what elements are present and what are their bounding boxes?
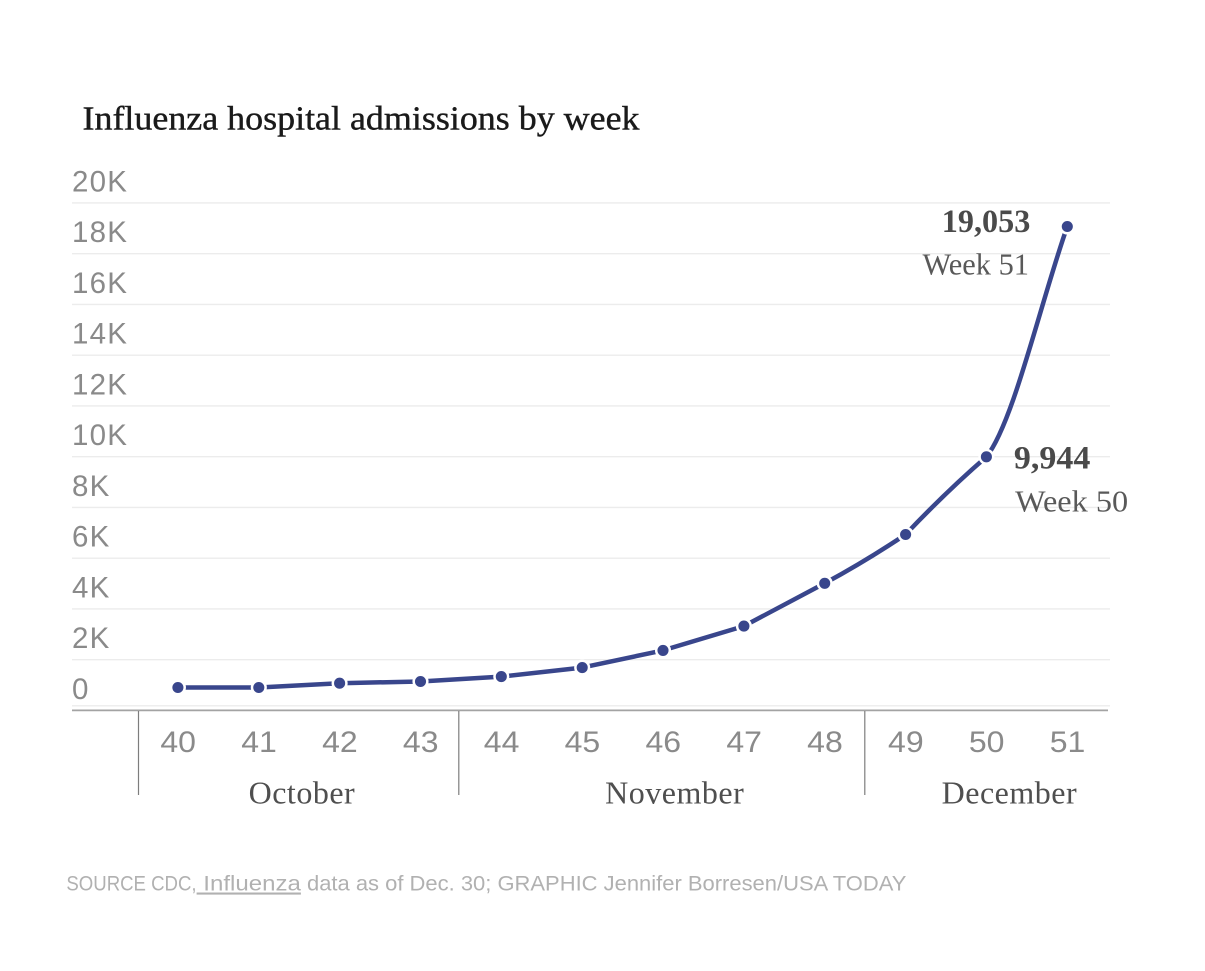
svg-text:45: 45	[565, 726, 601, 759]
svg-text:43: 43	[403, 726, 439, 759]
svg-text:October: October	[249, 775, 356, 811]
svg-text:Week 50: Week 50	[1015, 483, 1128, 518]
svg-text:0: 0	[72, 673, 90, 706]
svg-text:Week 51: Week 51	[923, 247, 1030, 282]
svg-text:47: 47	[726, 726, 762, 759]
svg-text:6K: 6K	[72, 521, 110, 554]
svg-text:9,944: 9,944	[1014, 440, 1091, 476]
svg-text:18K: 18K	[72, 216, 128, 249]
svg-text:10K: 10K	[72, 419, 128, 452]
svg-text:41: 41	[241, 726, 277, 759]
svg-text:49: 49	[888, 726, 924, 759]
svg-text:4K: 4K	[72, 571, 110, 604]
svg-text:8K: 8K	[72, 470, 110, 503]
svg-text:42: 42	[322, 726, 358, 759]
svg-text:12K: 12K	[72, 368, 128, 401]
svg-text:51: 51	[1050, 726, 1086, 759]
svg-text:48: 48	[807, 726, 843, 759]
svg-text:50: 50	[969, 726, 1005, 759]
svg-text:46: 46	[646, 726, 682, 759]
svg-text:14K: 14K	[72, 318, 128, 351]
svg-text:40: 40	[160, 726, 196, 759]
svg-text:November: November	[605, 775, 744, 811]
svg-text:44: 44	[484, 726, 520, 759]
svg-text:20K: 20K	[72, 165, 128, 198]
svg-text:16K: 16K	[72, 267, 128, 300]
svg-text:Influenza hospital admissions: Influenza hospital admissions by week	[83, 100, 640, 137]
svg-text:19,053: 19,053	[942, 204, 1031, 240]
svg-text:SOURCE CDC, Influenza data as: SOURCE CDC, Influenza data as of Dec. 30…	[66, 873, 906, 896]
svg-text:2K: 2K	[72, 622, 110, 655]
svg-text:December: December	[942, 775, 1077, 811]
